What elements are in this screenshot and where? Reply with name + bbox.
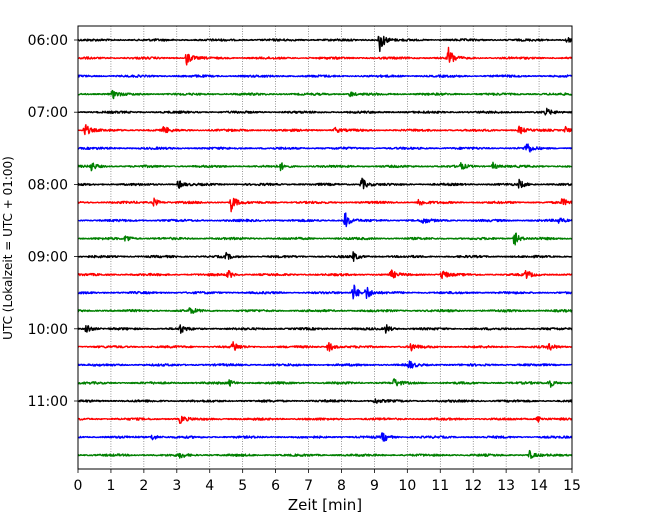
- plot-frame: [77, 25, 573, 470]
- x-tick-label: 14: [530, 478, 548, 494]
- trace-1100: [77, 398, 573, 404]
- x-tick-label: 8: [337, 478, 346, 494]
- trace-1045: [77, 378, 573, 388]
- x-tick-label: 4: [205, 478, 214, 494]
- x-tick-label: 2: [139, 478, 148, 494]
- x-tick-label: 0: [74, 478, 83, 494]
- y-tick-label: 10:00: [28, 322, 68, 338]
- trace-1115: [77, 415, 573, 424]
- x-tick-label: 5: [238, 478, 247, 494]
- x-tick-label: 6: [271, 478, 280, 494]
- trace-0715: [77, 124, 573, 136]
- trace-0615: [77, 46, 573, 66]
- trace-0815: [77, 197, 573, 213]
- y-tick-label: 07:00: [28, 105, 68, 121]
- y-axis: 06:00 07:00 08:00 09:00 10:00 11:00: [28, 33, 78, 410]
- trace-0945: [77, 307, 573, 314]
- x-tick-label: 15: [563, 478, 581, 494]
- trace-1030: [77, 360, 573, 369]
- trace-0830: [77, 212, 573, 228]
- trace-0700: [77, 107, 573, 116]
- trace-0845: [77, 232, 573, 246]
- y-tick-label: 08:00: [28, 177, 68, 193]
- trace-0730: [77, 143, 573, 153]
- trace-1000: [77, 324, 573, 334]
- y-axis-label: UTC (Lokalzeit = UTC + 01:00): [1, 156, 15, 340]
- x-axis: 0 1 2 3 4 5 6 7 8 9 10 11 12 13 14 15: [74, 469, 581, 494]
- x-tick-label: 12: [464, 478, 482, 494]
- grid-lines: [110, 26, 540, 469]
- trace-1015: [77, 341, 573, 352]
- y-tick-label: 11:00: [28, 394, 68, 410]
- x-tick-label: 3: [172, 478, 181, 494]
- x-axis-label: Zeit [min]: [288, 496, 362, 514]
- trace-0900: [77, 251, 573, 262]
- x-tick-label: 10: [398, 478, 416, 494]
- trace-1130: [77, 432, 573, 442]
- trace-0915: [77, 269, 573, 280]
- y-tick-label: 09:00: [28, 250, 68, 266]
- x-tick-label: 9: [370, 478, 379, 494]
- x-tick-label: 1: [106, 478, 115, 494]
- x-tick-label: 7: [304, 478, 313, 494]
- trace-0600: [77, 35, 573, 53]
- traces: [77, 35, 573, 460]
- x-tick-label: 13: [497, 478, 515, 494]
- trace-0745: [77, 161, 573, 172]
- trace-0645: [77, 89, 573, 100]
- trace-0630: [77, 74, 573, 78]
- y-tick-label: 06:00: [28, 33, 68, 49]
- trace-1145: [77, 449, 573, 460]
- trace-0800: [77, 177, 573, 190]
- x-tick-label: 11: [431, 478, 449, 494]
- trace-0930: [77, 284, 573, 300]
